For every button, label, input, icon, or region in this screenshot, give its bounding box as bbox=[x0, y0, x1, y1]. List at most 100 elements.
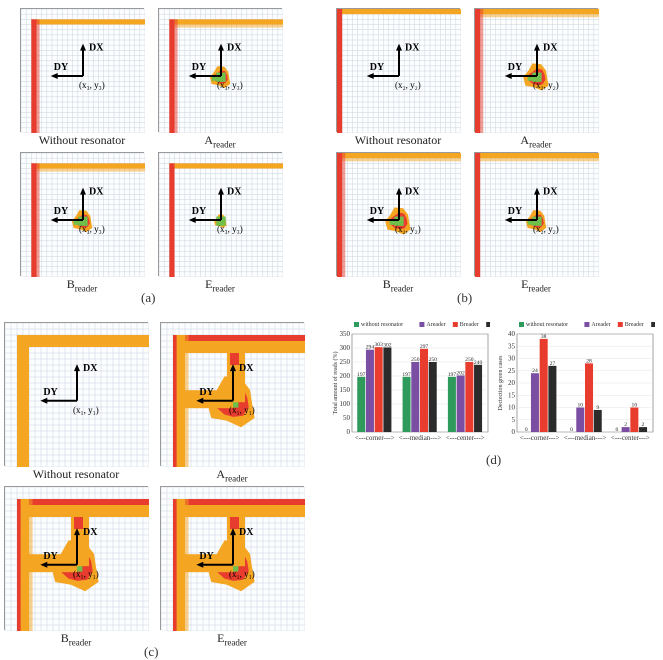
svg-text:Breader: Breader bbox=[625, 322, 644, 328]
panel-label-b-3: Ereader bbox=[474, 277, 598, 293]
panel-label-b-1: Areader bbox=[474, 133, 598, 149]
panel-b-1: DX DY (x₂, y₂) bbox=[474, 8, 598, 132]
group-label-d: (d) bbox=[486, 452, 501, 468]
svg-text:DX: DX bbox=[83, 527, 98, 538]
panel-b-0: DX DY (x₂, y₂) bbox=[336, 8, 460, 132]
svg-text:DX: DX bbox=[543, 43, 558, 54]
svg-text:Total amount of reads (%): Total amount of reads (%) bbox=[332, 352, 339, 415]
svg-text:50: 50 bbox=[343, 414, 351, 422]
svg-text:250: 250 bbox=[340, 358, 351, 366]
svg-text:Areader: Areader bbox=[591, 322, 610, 328]
svg-text:0: 0 bbox=[347, 428, 351, 436]
svg-text:DY: DY bbox=[199, 551, 214, 562]
svg-text:(x₃, y₃): (x₃, y₃) bbox=[79, 224, 105, 234]
panel-c-1: DX DY (x₁, y₁) bbox=[160, 322, 304, 466]
svg-text:197: 197 bbox=[448, 372, 457, 378]
panel-label-a-1: Areader bbox=[158, 133, 282, 149]
panel-label-a-0: Without resonator bbox=[20, 133, 144, 148]
svg-text:DY: DY bbox=[199, 387, 214, 398]
svg-text:40: 40 bbox=[508, 330, 516, 338]
svg-text:<---corner--->: <---corner---> bbox=[355, 434, 395, 442]
svg-text:DX: DX bbox=[405, 187, 420, 198]
svg-text:20: 20 bbox=[508, 379, 516, 387]
svg-text:5: 5 bbox=[512, 416, 516, 424]
panel-c-3: DX DY (x₁, y₁) bbox=[160, 486, 304, 630]
panel-a-1: DXDY(x₃, y₃) bbox=[158, 8, 282, 132]
svg-text:250: 250 bbox=[411, 357, 420, 363]
svg-text:10: 10 bbox=[577, 403, 583, 409]
panel-a-2: DXDY(x₃, y₃) bbox=[20, 152, 144, 276]
panel-c-2: DX DY (x₁, y₁) bbox=[4, 486, 148, 630]
panel-b-2: DX DY (x₂, y₂) bbox=[336, 152, 460, 276]
svg-text:DY: DY bbox=[43, 387, 58, 398]
svg-text:(x₁, y₁): (x₁, y₁) bbox=[229, 405, 255, 415]
svg-text:without resonator: without resonator bbox=[361, 322, 403, 328]
svg-text:303: 303 bbox=[374, 342, 383, 348]
svg-text:(x₂, y₂): (x₂, y₂) bbox=[395, 80, 421, 90]
group-label-a: (a) bbox=[141, 290, 155, 306]
panel-label-c-3: Ereader bbox=[160, 631, 304, 647]
svg-text:DX: DX bbox=[405, 43, 420, 54]
svg-text:DY: DY bbox=[370, 62, 385, 73]
panel-label-b-2: Breader bbox=[336, 277, 460, 293]
svg-text:Areader: Areader bbox=[426, 322, 445, 328]
svg-text:DX: DX bbox=[239, 363, 254, 374]
svg-text:100: 100 bbox=[340, 400, 351, 408]
svg-text:DX: DX bbox=[239, 527, 254, 538]
svg-text:(x₁, y₁): (x₁, y₁) bbox=[73, 569, 99, 579]
svg-text:300: 300 bbox=[340, 344, 351, 352]
panel-c-0: DXDY(x₁, y₁) bbox=[4, 322, 148, 466]
svg-text:38: 38 bbox=[541, 334, 547, 340]
svg-text:DX: DX bbox=[227, 43, 242, 54]
svg-text:DX: DX bbox=[227, 187, 242, 198]
svg-text:0: 0 bbox=[570, 427, 573, 433]
svg-text:DY: DY bbox=[43, 551, 58, 562]
svg-text:25: 25 bbox=[508, 367, 516, 375]
svg-text:9: 9 bbox=[596, 405, 599, 411]
bar-chart: 0510152025303540Dectection green cases02… bbox=[495, 320, 655, 455]
svg-text:DY: DY bbox=[508, 206, 523, 217]
svg-text:0: 0 bbox=[512, 428, 516, 436]
svg-text:250: 250 bbox=[429, 357, 438, 363]
panel-b-3: DXDY(x₂, y₂) bbox=[474, 152, 598, 276]
svg-text:297: 297 bbox=[420, 344, 429, 350]
svg-text:28: 28 bbox=[586, 358, 592, 364]
panel-label-c-1: Areader bbox=[160, 467, 304, 483]
svg-text:(x₂, y₂): (x₂, y₂) bbox=[395, 224, 421, 234]
panel-label-a-2: Breader bbox=[20, 277, 144, 293]
svg-text:294: 294 bbox=[366, 345, 375, 351]
svg-text:<---center--->: <---center---> bbox=[611, 434, 650, 442]
panel-label-b-0: Without resonator bbox=[336, 133, 460, 148]
svg-text:150: 150 bbox=[340, 386, 351, 394]
svg-text:<---corner--->: <---corner---> bbox=[520, 434, 560, 442]
svg-text:<---median--->: <---median---> bbox=[564, 434, 607, 442]
svg-text:DY: DY bbox=[192, 206, 207, 217]
svg-text:(x₁, y₁): (x₁, y₁) bbox=[229, 569, 255, 579]
svg-text:10: 10 bbox=[632, 403, 638, 409]
svg-text:DX: DX bbox=[89, 43, 104, 54]
svg-text:250: 250 bbox=[465, 357, 474, 363]
svg-text:35: 35 bbox=[508, 342, 516, 350]
svg-text:Dectection green cases: Dectection green cases bbox=[498, 355, 504, 411]
svg-text:(x₃, y₃): (x₃, y₃) bbox=[79, 80, 105, 90]
svg-text:DY: DY bbox=[508, 62, 523, 73]
panel-label-c-0: Without resonator bbox=[4, 467, 148, 482]
svg-text:10: 10 bbox=[508, 404, 516, 412]
svg-text:15: 15 bbox=[508, 391, 516, 399]
svg-text:2: 2 bbox=[624, 422, 627, 428]
svg-text:240: 240 bbox=[474, 360, 483, 366]
svg-text:<---median--->: <---median---> bbox=[399, 434, 442, 442]
svg-text:200: 200 bbox=[340, 372, 351, 380]
bar-chart: 0 50 100 150 200 250 300 350 Total amount of rea… bbox=[330, 320, 490, 455]
svg-text:202: 202 bbox=[456, 370, 465, 376]
svg-text:(x₂, y₂): (x₂, y₂) bbox=[533, 80, 559, 90]
svg-text:27: 27 bbox=[550, 361, 556, 367]
svg-text:DY: DY bbox=[54, 206, 69, 217]
svg-text:DY: DY bbox=[370, 206, 385, 217]
svg-text:Breader: Breader bbox=[460, 322, 479, 328]
svg-text:197: 197 bbox=[402, 372, 411, 378]
svg-text:(x₃, y₃): (x₃, y₃) bbox=[217, 224, 243, 234]
svg-text:350: 350 bbox=[340, 330, 351, 338]
svg-text:DX: DX bbox=[83, 363, 98, 374]
panel-label-a-3: Ereader bbox=[158, 277, 282, 293]
